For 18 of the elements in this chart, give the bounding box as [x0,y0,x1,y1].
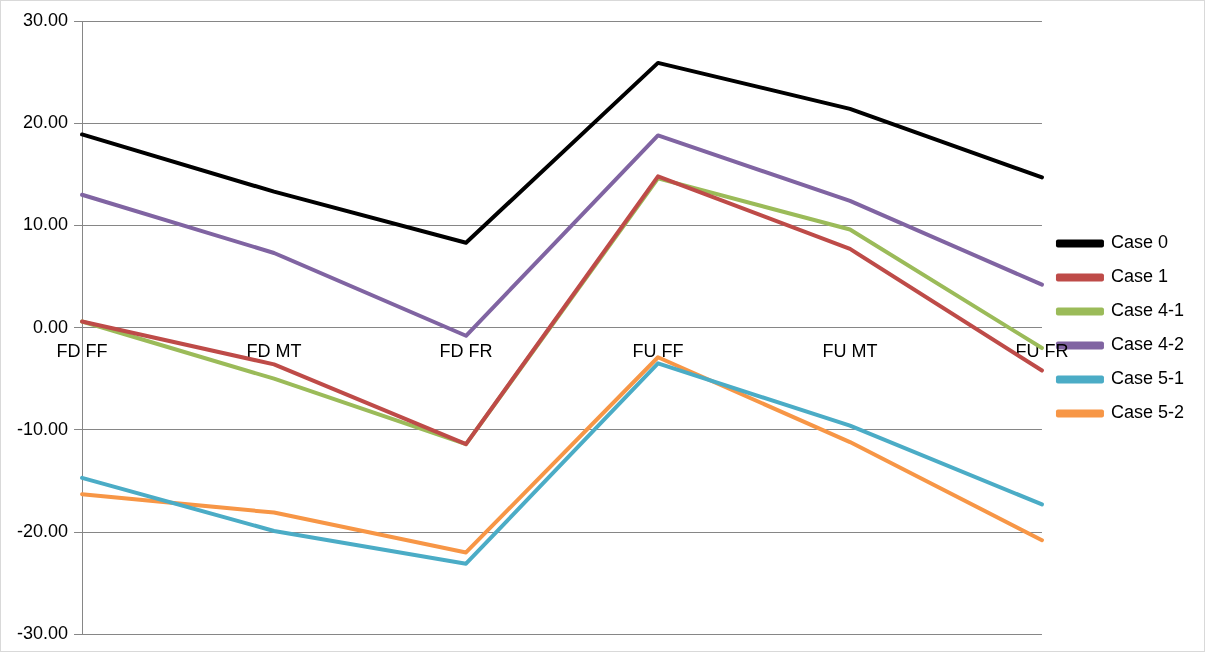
legend-label: Case 5-1 [1110,368,1185,389]
x-tick-label: FD MT [246,341,302,362]
legend-label: Case 0 [1110,232,1169,253]
x-tick-label: FD FR [439,341,493,362]
y-tick-label: 10.00 [22,214,69,235]
y-tick-label: 30.00 [22,9,69,30]
y-tick-label: -20.00 [16,520,69,541]
legend-label: Case 5-2 [1110,402,1185,423]
legend-label: Case 1 [1110,266,1169,287]
y-tick-label: -10.00 [16,418,69,439]
y-tick-label: -30.00 [16,623,69,644]
x-tick-label: FU MT [822,341,878,362]
x-tick-label: FD FF [56,341,108,362]
y-tick-label: 0.00 [32,316,69,337]
legend-label: Case 4-2 [1110,334,1185,355]
y-tick-label: 20.00 [22,112,69,133]
legend-label: Case 4-1 [1110,300,1185,321]
x-tick-label: FU FF [632,341,684,362]
